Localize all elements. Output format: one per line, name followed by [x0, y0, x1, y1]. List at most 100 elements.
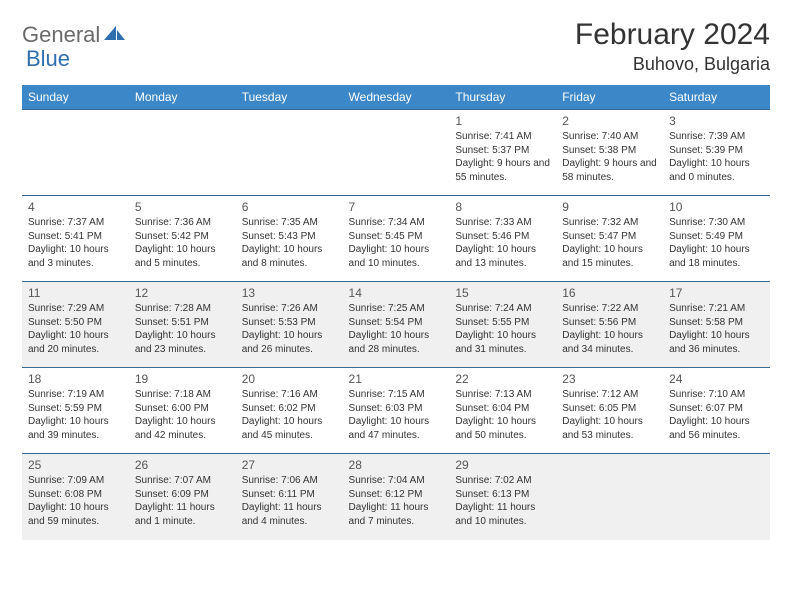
day-number: 28: [349, 458, 444, 472]
day-number: 22: [455, 372, 550, 386]
day-number: 14: [349, 286, 444, 300]
day-number: 26: [135, 458, 230, 472]
calendar-cell: 26 Sunrise: 7:07 AMSunset: 6:09 PMDayligh…: [129, 454, 236, 540]
day-number: 8: [455, 200, 550, 214]
calendar-cell: 24 Sunrise: 7:10 AMSunset: 6:07 PMDayligh…: [663, 368, 770, 454]
day-info: Sunrise: 7:40 AMSunset: 5:38 PMDaylight:…: [562, 130, 657, 184]
calendar-week-row: 25 Sunrise: 7:09 AMSunset: 6:08 PMDayligh…: [22, 454, 770, 540]
calendar-cell: [663, 454, 770, 540]
calendar-cell: 20Sunrise: 7:16 AMSunset: 6:02 PMDayligh…: [236, 368, 343, 454]
day-info: Sunrise: 7:34 AMSunset: 5:45 PMDaylight:…: [349, 216, 444, 270]
day-info: Sunrise: 7:19 AMSunset: 5:59 PMDaylight:…: [28, 388, 123, 442]
day-info: Sunrise: 7:33 AMSunset: 5:46 PMDaylight:…: [455, 216, 550, 270]
day-info: Sunrise: 7:07 AMSunset: 6:09 PMDaylight:…: [135, 474, 230, 528]
calendar-cell: 19 Sunrise: 7:18 AMSunset: 6:00 PMDayligh…: [129, 368, 236, 454]
calendar-week-row: 18 Sunrise: 7:19 AMSunset: 5:59 PMDayligh…: [22, 368, 770, 454]
day-header: Wednesday: [343, 85, 450, 110]
day-info: Sunrise: 7:37 AMSunset: 5:41 PMDaylight:…: [28, 216, 123, 270]
day-header: Tuesday: [236, 85, 343, 110]
day-info: Sunrise: 7:30 AMSunset: 5:49 PMDaylight:…: [669, 216, 764, 270]
calendar-cell: 22 Sunrise: 7:13 AMSunset: 6:04 PMDayligh…: [449, 368, 556, 454]
calendar-cell: 13 Sunrise: 7:26 AMSunset: 5:53 PMDayligh…: [236, 282, 343, 368]
day-info: Sunrise: 7:32 AMSunset: 5:47 PMDaylight:…: [562, 216, 657, 270]
calendar-cell: 3Sunrise: 7:39 AMSunset: 5:39 PMDaylight…: [663, 110, 770, 196]
brand-word-1: General: [22, 22, 100, 48]
day-header: Saturday: [663, 85, 770, 110]
day-number: 10: [669, 200, 764, 214]
calendar-cell: 21 Sunrise: 7:15 AMSunset: 6:03 PMDayligh…: [343, 368, 450, 454]
day-header: Thursday: [449, 85, 556, 110]
calendar-cell: 6 Sunrise: 7:35 AMSunset: 5:43 PMDaylight…: [236, 196, 343, 282]
day-info: Sunrise: 7:35 AMSunset: 5:43 PMDaylight:…: [242, 216, 337, 270]
brand-logo: General: [22, 22, 128, 48]
day-info: Sunrise: 7:10 AMSunset: 6:07 PMDaylight:…: [669, 388, 764, 442]
calendar-cell: [343, 110, 450, 196]
day-number: 6: [242, 200, 337, 214]
day-info: Sunrise: 7:21 AMSunset: 5:58 PMDaylight:…: [669, 302, 764, 356]
title-block: February 2024 Buhovo, Bulgaria: [575, 18, 770, 75]
day-number: 24: [669, 372, 764, 386]
day-info: Sunrise: 7:28 AMSunset: 5:51 PMDaylight:…: [135, 302, 230, 356]
calendar-cell: 15 Sunrise: 7:24 AMSunset: 5:55 PMDayligh…: [449, 282, 556, 368]
day-number: 2: [562, 114, 657, 128]
calendar-cell: 25 Sunrise: 7:09 AMSunset: 6:08 PMDayligh…: [22, 454, 129, 540]
day-info: Sunrise: 7:06 AMSunset: 6:11 PMDaylight:…: [242, 474, 337, 528]
day-info: Sunrise: 7:16 AMSunset: 6:02 PMDaylight:…: [242, 388, 337, 442]
day-header: Monday: [129, 85, 236, 110]
calendar-cell: 29Sunrise: 7:02 AMSunset: 6:13 PMDayligh…: [449, 454, 556, 540]
calendar-cell: 4 Sunrise: 7:37 AMSunset: 5:41 PMDaylight…: [22, 196, 129, 282]
day-info: Sunrise: 7:04 AMSunset: 6:12 PMDaylight:…: [349, 474, 444, 528]
day-info: Sunrise: 7:24 AMSunset: 5:55 PMDaylight:…: [455, 302, 550, 356]
day-info: Sunrise: 7:12 AMSunset: 6:05 PMDaylight:…: [562, 388, 657, 442]
calendar-cell: 8 Sunrise: 7:33 AMSunset: 5:46 PMDaylight…: [449, 196, 556, 282]
calendar-cell: [236, 110, 343, 196]
day-number: 27: [242, 458, 337, 472]
day-info: Sunrise: 7:22 AMSunset: 5:56 PMDaylight:…: [562, 302, 657, 356]
day-info: Sunrise: 7:29 AMSunset: 5:50 PMDaylight:…: [28, 302, 123, 356]
day-number: 3: [669, 114, 764, 128]
day-info: Sunrise: 7:13 AMSunset: 6:04 PMDaylight:…: [455, 388, 550, 442]
day-number: 4: [28, 200, 123, 214]
day-number: 21: [349, 372, 444, 386]
calendar-week-row: 4 Sunrise: 7:37 AMSunset: 5:41 PMDaylight…: [22, 196, 770, 282]
day-number: 15: [455, 286, 550, 300]
day-info: Sunrise: 7:26 AMSunset: 5:53 PMDaylight:…: [242, 302, 337, 356]
calendar-cell: 12Sunrise: 7:28 AMSunset: 5:51 PMDayligh…: [129, 282, 236, 368]
day-number: 1: [455, 114, 550, 128]
location-label: Buhovo, Bulgaria: [575, 54, 770, 75]
day-number: 19: [135, 372, 230, 386]
brand-sail-icon: [104, 24, 126, 47]
calendar-cell: 11 Sunrise: 7:29 AMSunset: 5:50 PMDayligh…: [22, 282, 129, 368]
calendar-table: SundayMondayTuesdayWednesdayThursdayFrid…: [22, 85, 770, 540]
day-info: Sunrise: 7:25 AMSunset: 5:54 PMDaylight:…: [349, 302, 444, 356]
day-info: Sunrise: 7:36 AMSunset: 5:42 PMDaylight:…: [135, 216, 230, 270]
day-header: Friday: [556, 85, 663, 110]
calendar-cell: 5 Sunrise: 7:36 AMSunset: 5:42 PMDaylight…: [129, 196, 236, 282]
brand-word-2: Blue: [26, 46, 70, 71]
calendar-cell: 18 Sunrise: 7:19 AMSunset: 5:59 PMDayligh…: [22, 368, 129, 454]
calendar-cell: [556, 454, 663, 540]
day-info: Sunrise: 7:09 AMSunset: 6:08 PMDaylight:…: [28, 474, 123, 528]
calendar-body: 1 Sunrise: 7:41 AMSunset: 5:37 PMDaylight…: [22, 110, 770, 540]
calendar-cell: 27 Sunrise: 7:06 AMSunset: 6:11 PMDayligh…: [236, 454, 343, 540]
day-number: 18: [28, 372, 123, 386]
calendar-cell: 28 Sunrise: 7:04 AMSunset: 6:12 PMDayligh…: [343, 454, 450, 540]
day-info: Sunrise: 7:18 AMSunset: 6:00 PMDaylight:…: [135, 388, 230, 442]
day-info: Sunrise: 7:15 AMSunset: 6:03 PMDaylight:…: [349, 388, 444, 442]
month-title: February 2024: [575, 18, 770, 52]
day-info: Sunrise: 7:41 AMSunset: 5:37 PMDaylight:…: [455, 130, 550, 184]
day-number: 16: [562, 286, 657, 300]
calendar-header-row: SundayMondayTuesdayWednesdayThursdayFrid…: [22, 85, 770, 110]
calendar-cell: 14 Sunrise: 7:25 AMSunset: 5:54 PMDayligh…: [343, 282, 450, 368]
day-number: 7: [349, 200, 444, 214]
day-number: 5: [135, 200, 230, 214]
calendar-cell: 7 Sunrise: 7:34 AMSunset: 5:45 PMDaylight…: [343, 196, 450, 282]
day-number: 13: [242, 286, 337, 300]
day-header: Sunday: [22, 85, 129, 110]
day-number: 17: [669, 286, 764, 300]
day-number: 25: [28, 458, 123, 472]
day-number: 11: [28, 286, 123, 300]
day-number: 9: [562, 200, 657, 214]
calendar-cell: 10 Sunrise: 7:30 AMSunset: 5:49 PMDayligh…: [663, 196, 770, 282]
calendar-cell: 2 Sunrise: 7:40 AMSunset: 5:38 PMDaylight…: [556, 110, 663, 196]
